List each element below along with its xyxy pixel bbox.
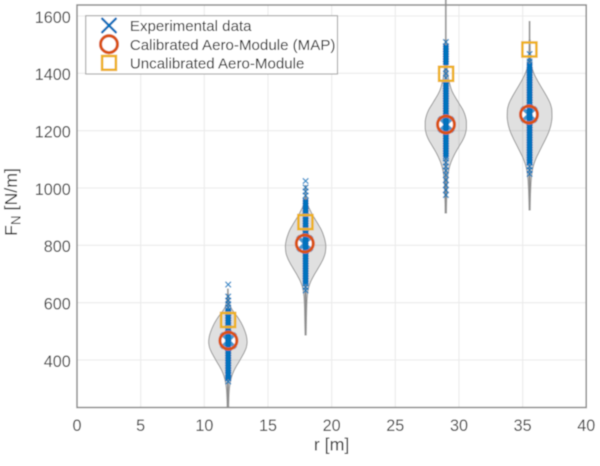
svg-text:15: 15 bbox=[259, 417, 277, 435]
svg-text:1600: 1600 bbox=[35, 9, 71, 27]
svg-text:Calibrated Aero-Module (MAP): Calibrated Aero-Module (MAP) bbox=[130, 37, 336, 54]
svg-text:800: 800 bbox=[44, 238, 71, 256]
svg-text:1000: 1000 bbox=[35, 181, 71, 199]
svg-text:600: 600 bbox=[44, 295, 71, 313]
svg-text:10: 10 bbox=[195, 417, 213, 435]
svg-text:40: 40 bbox=[577, 417, 595, 435]
svg-text:Experimental data: Experimental data bbox=[130, 18, 252, 35]
svg-text:r [m]: r [m] bbox=[314, 435, 350, 455]
svg-text:1200: 1200 bbox=[35, 123, 71, 141]
svg-text:25: 25 bbox=[386, 417, 404, 435]
svg-text:20: 20 bbox=[323, 417, 341, 435]
svg-text:5: 5 bbox=[136, 417, 145, 435]
svg-text:30: 30 bbox=[450, 417, 468, 435]
svg-text:400: 400 bbox=[44, 353, 71, 371]
svg-text:Uncalibrated Aero-Module: Uncalibrated Aero-Module bbox=[130, 56, 305, 73]
svg-text:FN [N/m]: FN [N/m] bbox=[1, 168, 24, 236]
svg-text:0: 0 bbox=[72, 417, 81, 435]
svg-text:1400: 1400 bbox=[35, 66, 71, 84]
svg-text:35: 35 bbox=[514, 417, 532, 435]
